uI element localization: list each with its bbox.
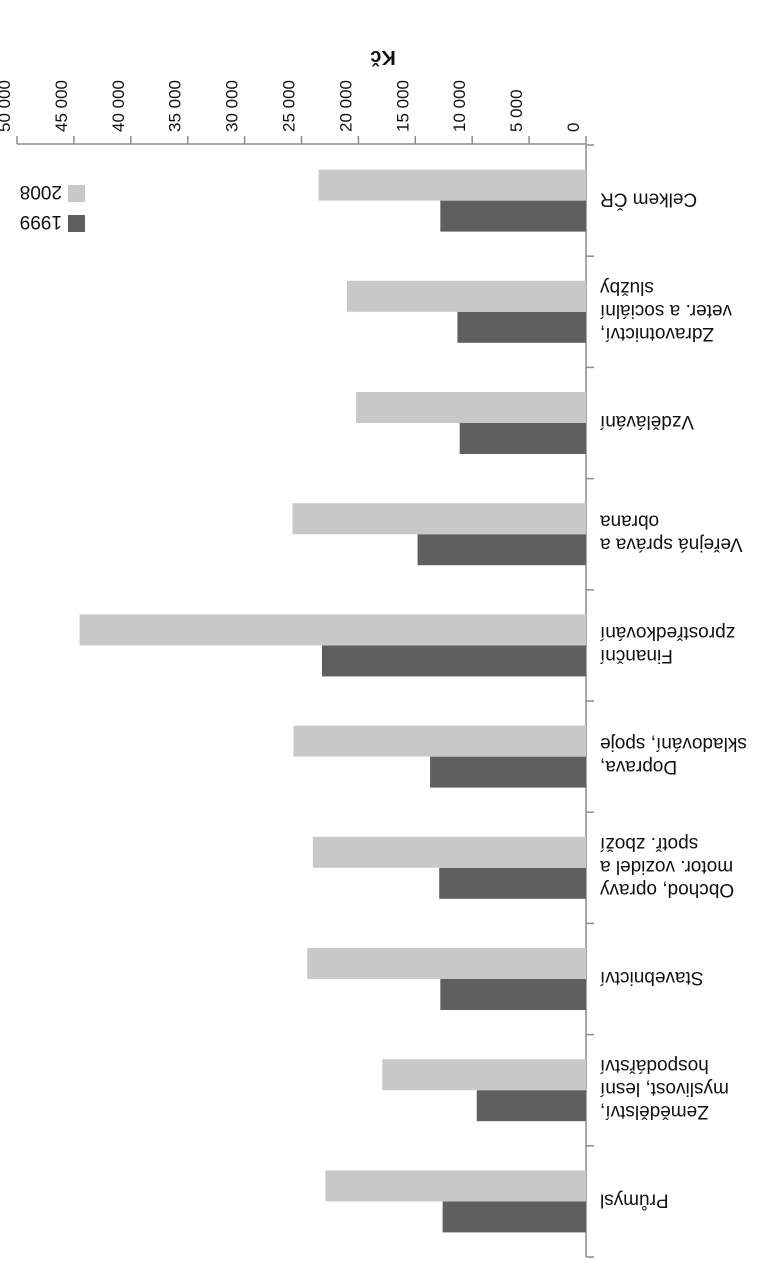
category-label: Průmysl [600, 1189, 669, 1210]
bar-1999 [440, 200, 586, 232]
value-tick-label: 40 000 [109, 80, 128, 132]
bar-2008 [307, 948, 586, 979]
bar-1999 [457, 311, 586, 343]
bar-2008 [325, 1170, 586, 1202]
value-tick-label: 50 000 [0, 80, 14, 132]
bar-2008 [347, 280, 586, 312]
bar-2008 [292, 503, 586, 535]
value-tick-label: 45 000 [52, 80, 71, 132]
category-label: Zdravotnictví, [600, 323, 714, 344]
bar-1999 [321, 645, 586, 677]
bar-1999 [442, 1201, 586, 1233]
category-label: služby [600, 277, 654, 298]
bar-2008 [356, 392, 586, 423]
category-label: myslivost, lesní [599, 1078, 729, 1099]
category-label: veter. a sociální [599, 300, 732, 321]
bar-1999 [440, 979, 586, 1010]
value-tick-label: 35 000 [166, 80, 185, 132]
category-label: motor. vozidel a [600, 856, 733, 877]
category-label: Doprava, [600, 756, 677, 777]
value-tick-label: 5 000 [507, 89, 526, 132]
legend-swatch-1999 [68, 215, 85, 232]
category-label: Vzdělávání [599, 411, 694, 432]
value-tick-label: 10 000 [450, 80, 469, 132]
legend-label-1999: 1999 [20, 211, 62, 232]
value-tick-label: 20 000 [336, 80, 355, 132]
bar-1999 [417, 534, 586, 566]
value-tick-label: 0 [564, 123, 583, 132]
bar-2008 [79, 614, 586, 646]
bar-2008 [312, 836, 586, 868]
bar-1999 [459, 423, 586, 454]
plot-area: 0 5 000 10 000 15 000 20 000 25 000 30 000 35 0… [0, 80, 747, 1258]
category-label: skladování, spoje [600, 733, 747, 754]
bar-1999 [476, 1090, 586, 1122]
category-label: spotř. zboží [599, 833, 698, 854]
value-tick-label: 30 000 [223, 80, 242, 132]
category-label: Zemědělství, [600, 1101, 709, 1122]
value-tick-label: 25 000 [280, 80, 299, 132]
bar-2008 [318, 169, 586, 201]
legend-swatch-2008 [68, 185, 85, 202]
category-label: Celkem ČR [600, 189, 697, 211]
bar-1999 [439, 867, 586, 899]
x-axis-label: Kč [370, 46, 396, 68]
category-label: obrana [600, 511, 660, 532]
bar-1999 [430, 756, 586, 788]
category-label: Veřejná správa a [600, 534, 743, 555]
bar-2008 [382, 1059, 586, 1091]
chart-rotated-group: 0 5 000 10 000 15 000 20 000 25 000 30 000 35 0… [0, 46, 747, 1258]
category-label: Obchod, opravy [600, 879, 735, 900]
category-label: Finanční [599, 645, 673, 666]
value-tick-label: 15 000 [393, 80, 412, 132]
category-label: hospodářství [599, 1055, 709, 1076]
legend-label-2008: 2008 [20, 181, 62, 202]
category-label: zprostředkování [599, 622, 735, 643]
category-label: Stavebnictví [599, 967, 703, 988]
bar-2008 [293, 725, 586, 757]
